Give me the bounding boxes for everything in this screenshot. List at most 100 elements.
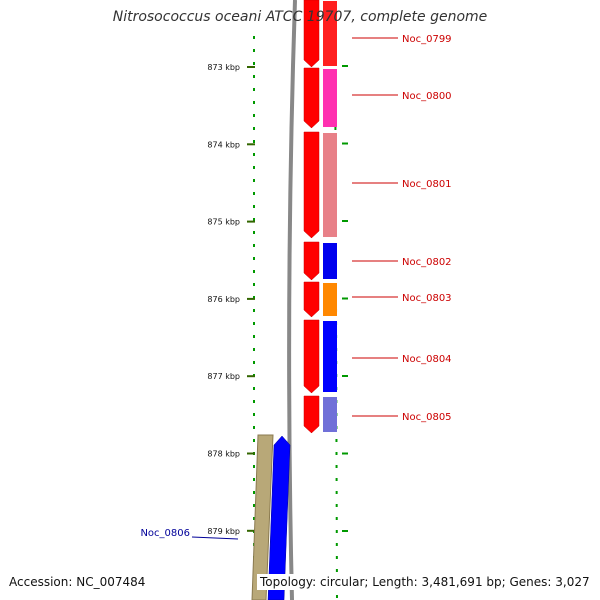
tick-mark [247, 66, 255, 68]
guide-dot [253, 36, 255, 39]
guide-dot [253, 140, 255, 143]
guide-dot [253, 400, 255, 403]
tick-label: 879 kbp [207, 527, 240, 536]
tick-mark [247, 375, 255, 378]
guide-dash [342, 297, 348, 300]
guide-dot [253, 218, 255, 221]
gene-label-noc_0804: Noc_0804 [402, 354, 452, 365]
guide-dot [253, 49, 255, 52]
gene-label-noc_0799: Noc_0799 [402, 34, 452, 45]
gene-leader-line [191, 536, 239, 540]
guide-dot [335, 543, 338, 546]
category-block [323, 243, 337, 279]
forward-gene-arrow [303, 281, 320, 318]
guide-dot [253, 517, 255, 520]
tick-mark [247, 143, 255, 146]
guide-dot [335, 504, 338, 507]
guide-dot [253, 231, 255, 234]
gene-arrows [267, 0, 320, 600]
guide-dot [253, 478, 255, 481]
tick-label: 875 kbp [207, 218, 240, 227]
forward-gene-arrow [303, 319, 320, 394]
guide-dot [335, 530, 338, 533]
guide-dot [253, 439, 255, 442]
guide-dot [253, 166, 255, 169]
guide-dot [253, 257, 255, 260]
category-block [323, 133, 337, 237]
category-block [323, 283, 337, 316]
guide-dash [342, 220, 348, 222]
guide-dot [253, 335, 255, 338]
forward-gene-arrow [303, 0, 320, 68]
category-tracks [251, 1, 337, 600]
guide-dot [335, 491, 338, 494]
tick-label: 873 kbp [207, 63, 240, 72]
guide-dot [253, 192, 255, 195]
gene-labels: Noc_0799 Noc_0800 Noc_0801 Noc_0802 Noc_0803… [140, 34, 452, 540]
forward-gene-arrow [303, 67, 320, 129]
category-block [323, 1, 337, 66]
guide-dot [253, 153, 255, 156]
guide-dash [342, 142, 348, 145]
guide-dash [342, 530, 348, 532]
guide-dot [253, 413, 255, 416]
accession-label: Accession: NC_007484 [6, 574, 149, 590]
tick-label: 877 kbp [207, 372, 240, 381]
guide-dot [334, 127, 337, 130]
tick-label: 874 kbp [207, 140, 240, 149]
forward-gene-arrow [303, 395, 320, 434]
tick-marks: 873 kbp 874 kbp 875 kbp 876 kbp 877 kbp 878 k… [207, 63, 255, 536]
forward-gene-arrow [303, 131, 320, 239]
tick-label: 878 kbp [207, 450, 240, 459]
guide-dot [253, 491, 255, 494]
guide-dot [253, 322, 255, 325]
guide-dot [335, 452, 338, 455]
gene-label-noc_0802: Noc_0802 [402, 257, 452, 268]
guide-dot [253, 387, 255, 390]
genome-backbone [287, 0, 297, 600]
guide-dot [253, 75, 255, 78]
reverse-gene-arrow [267, 435, 291, 600]
category-block [323, 397, 337, 432]
tick-mark [247, 220, 255, 223]
guide-dot [253, 361, 255, 364]
topology-summary: Topology: circular; Length: 3,481,691 bp… [257, 574, 593, 590]
category-block [323, 321, 337, 392]
guide-dot [253, 127, 255, 130]
guide-dot [335, 595, 338, 598]
guide-dot [335, 569, 338, 572]
guide-dot [253, 283, 255, 286]
tick-mark [247, 452, 255, 455]
category-block [323, 69, 337, 127]
guide-dot [253, 270, 255, 273]
gene-label-noc_0801: Noc_0801 [402, 179, 452, 190]
guide-dot [253, 296, 255, 299]
guide-dot [253, 309, 255, 312]
tick-label: 876 kbp [207, 295, 240, 304]
guide-dash [342, 452, 348, 455]
tick-mark [247, 529, 255, 532]
genome-title: Nitrosococcus oceani ATCC 19707, complet… [112, 9, 488, 25]
guide-dot [253, 114, 255, 117]
guide-dot [253, 205, 255, 208]
guide-dot [253, 88, 255, 91]
guide-dot [253, 244, 255, 247]
guide-dot [335, 465, 338, 468]
gene-label-noc_0800: Noc_0800 [402, 91, 452, 102]
guide-dot [253, 348, 255, 351]
gene-label-noc_0805: Noc_0805 [402, 412, 452, 423]
guide-dot [253, 504, 255, 507]
guide-dot [335, 556, 338, 559]
tick-mark [247, 297, 255, 300]
guide-dot [335, 439, 338, 442]
guide-dot [253, 465, 255, 468]
guide-dash [342, 65, 348, 67]
guide-dot [253, 101, 255, 104]
guide-dot [335, 478, 338, 481]
guide-dot [335, 517, 338, 520]
forward-gene-arrow [303, 241, 320, 281]
gene-label-noc_0803: Noc_0803 [402, 293, 452, 304]
guide-dash [342, 375, 348, 377]
guide-dot [253, 62, 255, 65]
